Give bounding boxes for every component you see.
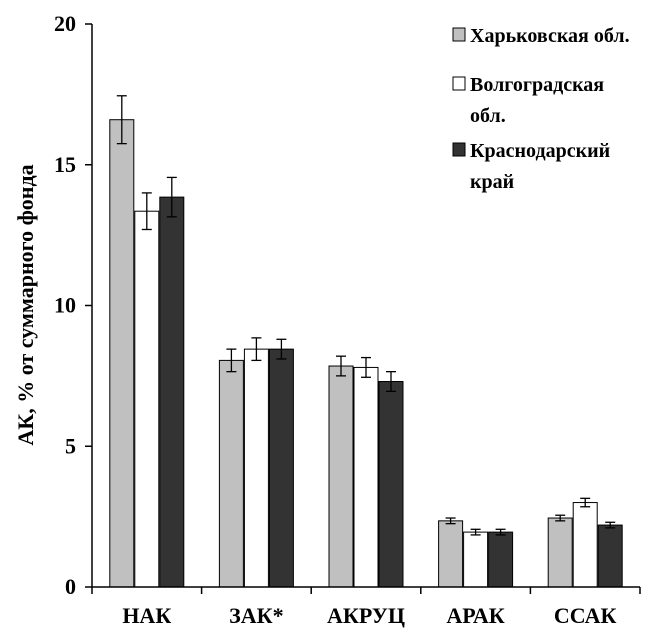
error-bar-3-1	[166, 176, 177, 218]
bar-3-3	[378, 381, 404, 588]
x-tick-label: НАК	[122, 603, 171, 628]
bars-layer	[109, 95, 623, 588]
error-bar-1-3	[336, 355, 346, 377]
bar-1-5	[547, 517, 573, 588]
legend-label: Волгоградская	[470, 74, 604, 96]
y-tick-label: 20	[54, 11, 76, 36]
x-tick-label: АКРУЦ	[327, 603, 405, 628]
legend-swatch	[452, 27, 466, 42]
error-bar-2-1	[141, 192, 152, 231]
bar-3-5	[597, 524, 623, 588]
y-tick-label: 5	[65, 433, 76, 458]
legend-item-3: Краснодарский край	[452, 140, 610, 193]
x-tick-label: АРАК	[446, 603, 504, 628]
y-axis-title: АК, % от суммарного фонда	[13, 164, 38, 445]
error-bar-3-2	[276, 338, 287, 360]
legend: Харьковская обл. Волгоградская обл. Краснод…	[452, 25, 630, 193]
legend-swatch	[452, 142, 466, 157]
legend-label: Харьковская обл.	[470, 25, 630, 47]
bar-2-2	[243, 348, 269, 588]
bar-1-1	[109, 119, 135, 588]
bar-2-4	[463, 531, 489, 588]
y-tick-label: 10	[54, 293, 76, 318]
legend-swatch	[452, 76, 466, 91]
x-tick-label: ССАК	[554, 603, 617, 628]
legend-label: Краснодарский	[470, 140, 610, 162]
legend-label: край	[470, 171, 514, 193]
y-tick-label: 15	[54, 152, 76, 177]
bar-3-1	[159, 196, 185, 588]
error-bar-3-4	[495, 528, 506, 536]
error-bar-1-5	[555, 514, 566, 522]
legend-label: обл.	[470, 105, 506, 127]
error-bar-2-2	[251, 337, 262, 362]
error-bar-1-4	[445, 517, 456, 525]
legend-item-2: Волгоградская обл.	[452, 74, 604, 127]
error-bar-2-3	[361, 356, 371, 378]
bar-3-2	[268, 348, 294, 588]
x-tick-label: ЗАК*	[229, 603, 283, 628]
y-tick-label: 0	[65, 574, 76, 599]
bar-2-1	[134, 210, 160, 588]
error-bar-2-5	[580, 497, 591, 508]
error-bar-2-4	[470, 528, 481, 536]
bar-2-5	[572, 502, 598, 588]
bar-1-2	[218, 359, 244, 588]
bar-1-3	[328, 365, 354, 588]
error-bar-3-3	[386, 371, 396, 393]
error-bar-1-2	[226, 348, 237, 373]
error-bar-1-1	[116, 95, 127, 145]
bar-2-3	[353, 366, 379, 588]
bar-3-4	[488, 531, 514, 588]
legend-item-1: Харьковская обл.	[452, 25, 630, 47]
bar-1-4	[438, 520, 464, 588]
axes-layer: 0 5 10 15 20 НАК ЗАК* АКРУЦ АРАК ССАК	[54, 11, 641, 628]
error-bar-3-5	[605, 521, 616, 529]
